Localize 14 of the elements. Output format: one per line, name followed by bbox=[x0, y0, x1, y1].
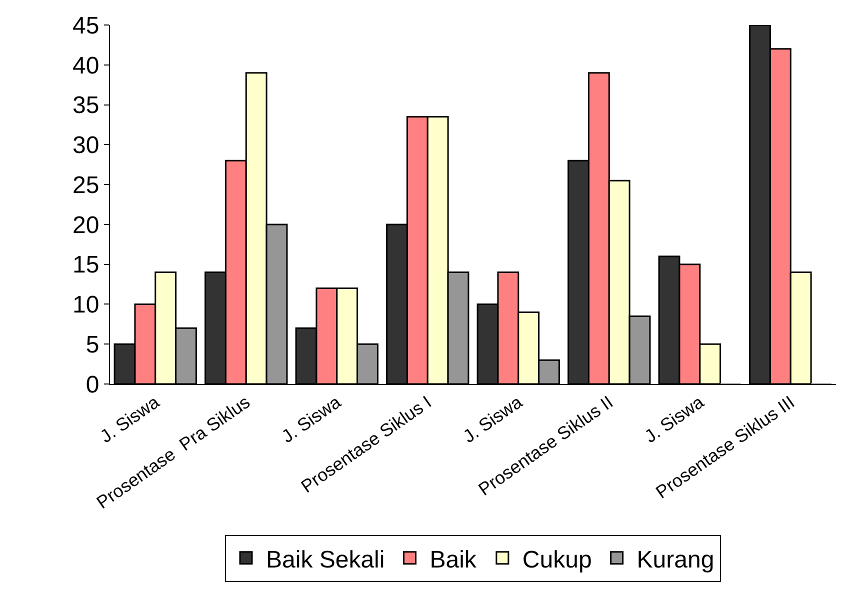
y-tick-label: 20 bbox=[72, 212, 100, 239]
y-tick-label: 15 bbox=[72, 252, 100, 279]
y-tick-label: 0 bbox=[86, 371, 100, 398]
y-tick-label: 45 bbox=[72, 12, 100, 40]
y-tick-label: 10 bbox=[72, 292, 100, 319]
y-tick-label: 25 bbox=[72, 172, 100, 199]
y-tick-label: 40 bbox=[72, 52, 100, 80]
legend-label: Cukup bbox=[522, 546, 592, 574]
y-tick-label: 5 bbox=[86, 332, 100, 359]
legend-label: Kurang bbox=[636, 546, 714, 574]
legend-label: Baik Sekali bbox=[266, 546, 385, 574]
y-tick-label: 35 bbox=[72, 92, 100, 120]
legend-label: Baik bbox=[430, 546, 478, 574]
y-tick-label: 30 bbox=[72, 132, 100, 160]
